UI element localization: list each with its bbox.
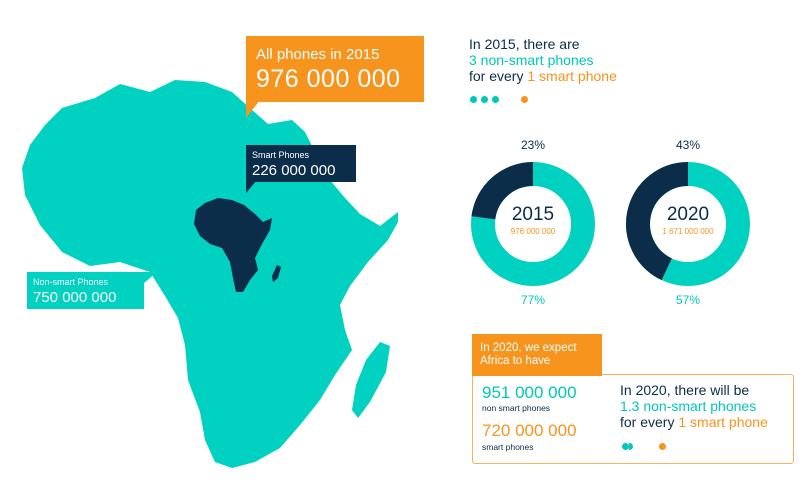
donut-2020-total: 1 671 000 000 (662, 227, 714, 236)
callout-smart-phones-tail (246, 180, 257, 193)
ratio-dot-teal (492, 96, 499, 103)
donut-2015-total: 976 000 000 (510, 227, 556, 236)
headline-2015-line1: In 2015, there are (469, 36, 580, 52)
callout-non-smart-phones: Non-smart Phones 750 000 000 (27, 272, 144, 309)
headline-2015: In 2015, there are 3 non-smart phones fo… (469, 36, 617, 84)
callout-smart-phones: Smart Phones 226 000 000 (246, 145, 356, 182)
headline-2020-line3-prefix: for every (620, 414, 679, 430)
callout-all-phones-tail (246, 100, 260, 118)
headline-2020-line3-highlight: 1 smart phone (678, 414, 768, 430)
donut-charts (471, 162, 750, 286)
donut-2015-year: 2015 (511, 204, 555, 225)
donut-2020 (626, 162, 750, 286)
donut-2020-smart-pct: 43% (675, 138, 701, 152)
smart-phones-value: 226 000 000 (252, 162, 336, 179)
headline-2020: In 2020, there will be 1.3 non-smart pho… (620, 382, 768, 430)
headline-2015-line3-highlight: 1 smart phone (527, 68, 617, 84)
non-smart-phones-label: Non-smart Phones (33, 277, 109, 287)
donut-2020-year: 2020 (666, 204, 710, 225)
callout-non-smart-phones-tail (144, 272, 157, 283)
headline-2020-line3: for every 1 smart phone (620, 414, 768, 430)
expect-2020-label-text: In 2020, we expect Africa to have (480, 342, 577, 367)
all-phones-value: 976 000 000 (256, 65, 401, 93)
donut-segment-smart (626, 162, 689, 281)
headline-2020-line2: 1.3 non-smart phones (620, 398, 757, 414)
ratio-dot-orange (659, 443, 666, 450)
ratio-dot-teal (470, 96, 477, 103)
expect-2020-smart-value: 720 000 000 (482, 421, 577, 440)
donut-segment-smart (471, 162, 534, 220)
africa-inset (194, 198, 272, 292)
expect-2020-non-smart-label: non smart phones (482, 403, 551, 413)
headline-2015-line2: 3 non-smart phones (469, 52, 594, 68)
expect-2020-smart-label: smart phones (482, 442, 534, 452)
ratio-dot-teal-partial (629, 443, 633, 450)
expect-2020-label: In 2020, we expect Africa to have (472, 334, 602, 376)
callout-all-phones: All phones in 2015 976 000 000 (246, 36, 424, 102)
expect-2020-non-smart-value: 951 000 000 (482, 383, 577, 402)
expect-2020-box (472, 374, 794, 464)
donut-2020-non-smart-pct: 57% (675, 293, 701, 307)
madagascar (352, 342, 390, 418)
headline-2020-line1: In 2020, there will be (620, 382, 750, 398)
non-smart-phones-value: 750 000 000 (33, 289, 117, 306)
donut-2015 (471, 162, 595, 286)
smart-phones-label: Smart Phones (252, 150, 310, 160)
ratio-dot-teal (481, 96, 488, 103)
ratio-dot-orange (521, 96, 528, 103)
donut-2015-smart-pct: 23% (520, 138, 546, 152)
ratio-dot-teal (622, 443, 629, 450)
headline-2015-line3: for every 1 smart phone (469, 68, 617, 84)
all-phones-label: All phones in 2015 (256, 46, 380, 63)
madagascar-inset (272, 265, 281, 282)
donut-2015-non-smart-pct: 77% (520, 293, 546, 307)
headline-2015-line3-prefix: for every (469, 68, 528, 84)
